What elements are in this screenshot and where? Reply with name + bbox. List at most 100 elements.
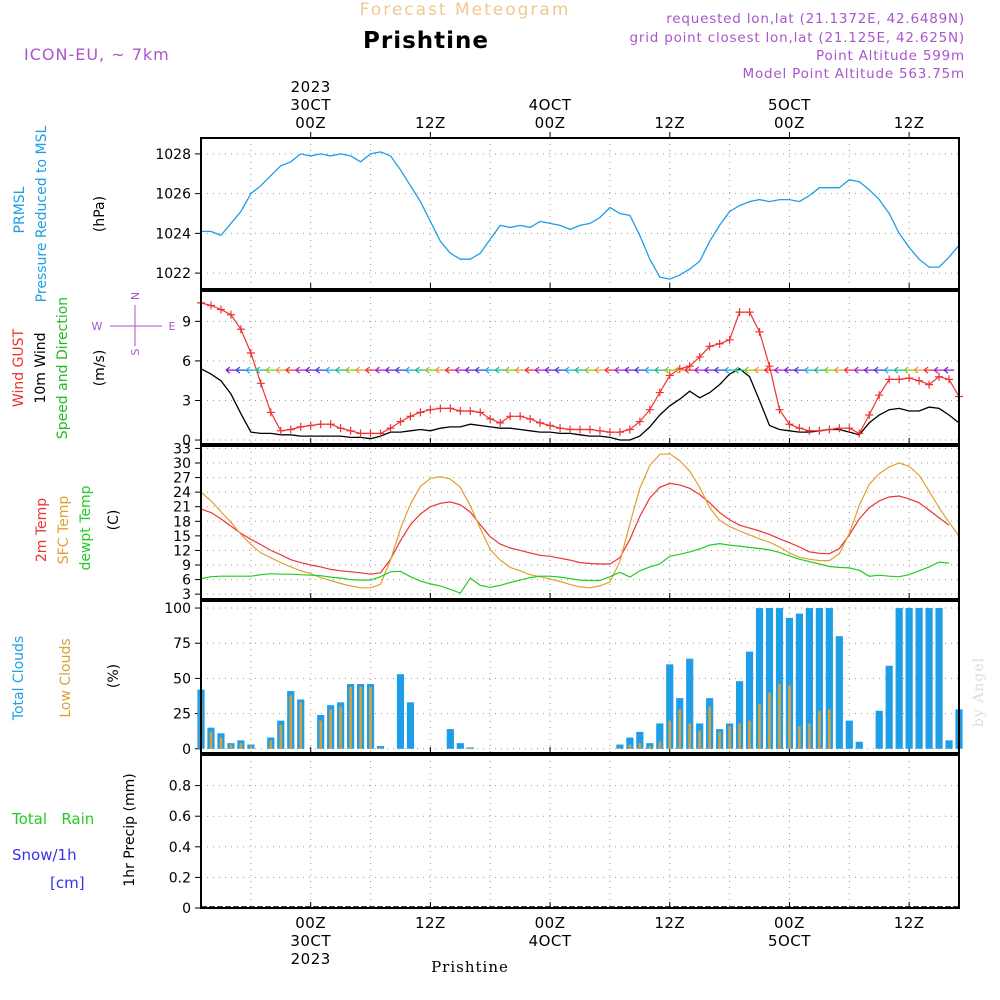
temp-2m-label: 2m Temp [34,498,50,562]
wind-direction-arrow [863,366,875,374]
gust-marker [566,425,575,434]
wind-direction-arrow [784,366,795,374]
gust-marker [785,420,794,429]
y-tick-label: 0 [182,901,191,917]
panel-frame [200,754,960,909]
gust-marker [875,391,884,400]
low-cloud-bar [688,723,692,749]
wind-direction-arrow [674,366,685,374]
wind-direction-arrow [764,366,775,374]
gust-marker [536,418,545,427]
low-cloud-bar [728,726,731,749]
low-cloud-bar [778,684,781,749]
gust-marker [945,375,954,384]
wind-direction-arrow [883,366,895,374]
y-tick-label: 3 [182,393,191,409]
y-tick-label: 9 [182,314,191,330]
total-cloud-bar [905,608,913,749]
wind-direction-arrow [634,366,645,374]
total-cloud-bar [745,651,754,749]
low-clouds-label: Low Clouds [58,638,74,717]
total-cloud-bar [845,720,853,749]
pressure-unit-label: (hPa) [92,196,108,232]
total-cloud-bar [805,608,813,749]
wind-10m-label: 10m Wind [33,332,49,403]
gust-marker [815,426,824,435]
gust-marker [326,420,335,429]
gust-marker [885,375,894,384]
y-tick-label: 27 [173,471,191,487]
gust-marker [825,425,834,434]
wind-direction-arrow [405,366,416,374]
wind-direction-arrow [903,366,915,374]
gust-marker [396,417,405,426]
low-cloud-bar [668,720,672,749]
gust-marker [635,417,644,426]
wind-direction-arrow [913,366,925,374]
y-tick-label: 1026 [155,187,191,203]
gust-marker [805,426,814,435]
total-cloud-bar [815,608,823,749]
gust-marker [426,405,435,414]
wind-direction-arrow [604,366,615,374]
wind-direction-arrow [774,366,785,374]
credit-watermark: by Angel [971,657,987,727]
wind-direction-arrow [624,366,635,374]
y-tick-label: 1022 [155,266,191,282]
gust-marker [206,301,215,310]
wind-direction-arrow [375,366,386,374]
low-cloud-bar [748,720,751,749]
low-cloud-bar [339,706,342,749]
gust-marker [316,420,325,429]
dewpt-line [200,542,950,594]
wind-direction-arrow [494,366,506,374]
y-tick-label: 30 [173,456,191,472]
requested-coords: requested lon,lat (21.1372E, 42.6489N) [666,11,965,27]
y-tick-label: 100 [164,601,191,617]
wind-direction-arrow [724,366,735,374]
panel-0: 1022 1024 1026 1028 [155,137,960,290]
wind-direction-arrow [823,366,835,374]
wind-direction-arrow [425,366,436,374]
y-tick-label: 12 [173,543,191,559]
y-tick-label: 3 [182,587,191,603]
bottom-time-label: 00Z [774,914,805,932]
precip-unit-label: 1hr Precip (mm) [122,773,138,886]
gust-marker [715,339,724,348]
panel-3: 0 25 50 75 100 [164,600,963,758]
y-tick-label: 24 [173,485,191,501]
top-time-label: 12Z [894,114,925,132]
wind-direction-arrow [734,366,745,374]
compass-south: S [129,348,142,355]
total-rain-label: Total Rain [11,810,94,828]
wind-direction-arrow [664,366,675,374]
y-tick-label: 9 [182,558,191,574]
wind-direction-arrow [654,366,665,374]
low-cloud-bar [468,747,472,749]
wind-direction-arrow [794,366,805,374]
model-label: ICON-EU, ~ 7km [24,45,170,64]
wind-direction-arrow [335,366,346,374]
low-cloud-bar [289,695,293,749]
pressure-reduced-label: Pressure Reduced to MSL [34,125,50,302]
prmsl-label: PRMSL [12,186,28,233]
gust-marker [476,408,485,417]
y-tick-label: 0.2 [169,870,191,886]
pressure-line [201,151,960,280]
wind-direction-arrow [843,366,855,374]
total-cloud-bar [765,608,774,749]
gust-marker [595,426,604,435]
temp-axis-labels: 2m Temp SFC Temp dewpt Temp (C) [34,485,122,570]
temp-dewpt-label: dewpt Temp [78,485,94,570]
gust-marker [835,424,844,433]
wind-direction-arrow [814,366,825,374]
low-cloud-bar [708,706,711,749]
top-time-label: 12Z [654,114,685,132]
wind-direction-arrow [275,366,286,374]
top-time-label: 00Z [535,114,566,132]
gust-marker [775,405,784,414]
low-cloud-bar [229,744,233,749]
top-time-label: 12Z [415,114,446,132]
y-tick-label: 0.4 [169,840,191,856]
gust-marker [905,374,914,383]
